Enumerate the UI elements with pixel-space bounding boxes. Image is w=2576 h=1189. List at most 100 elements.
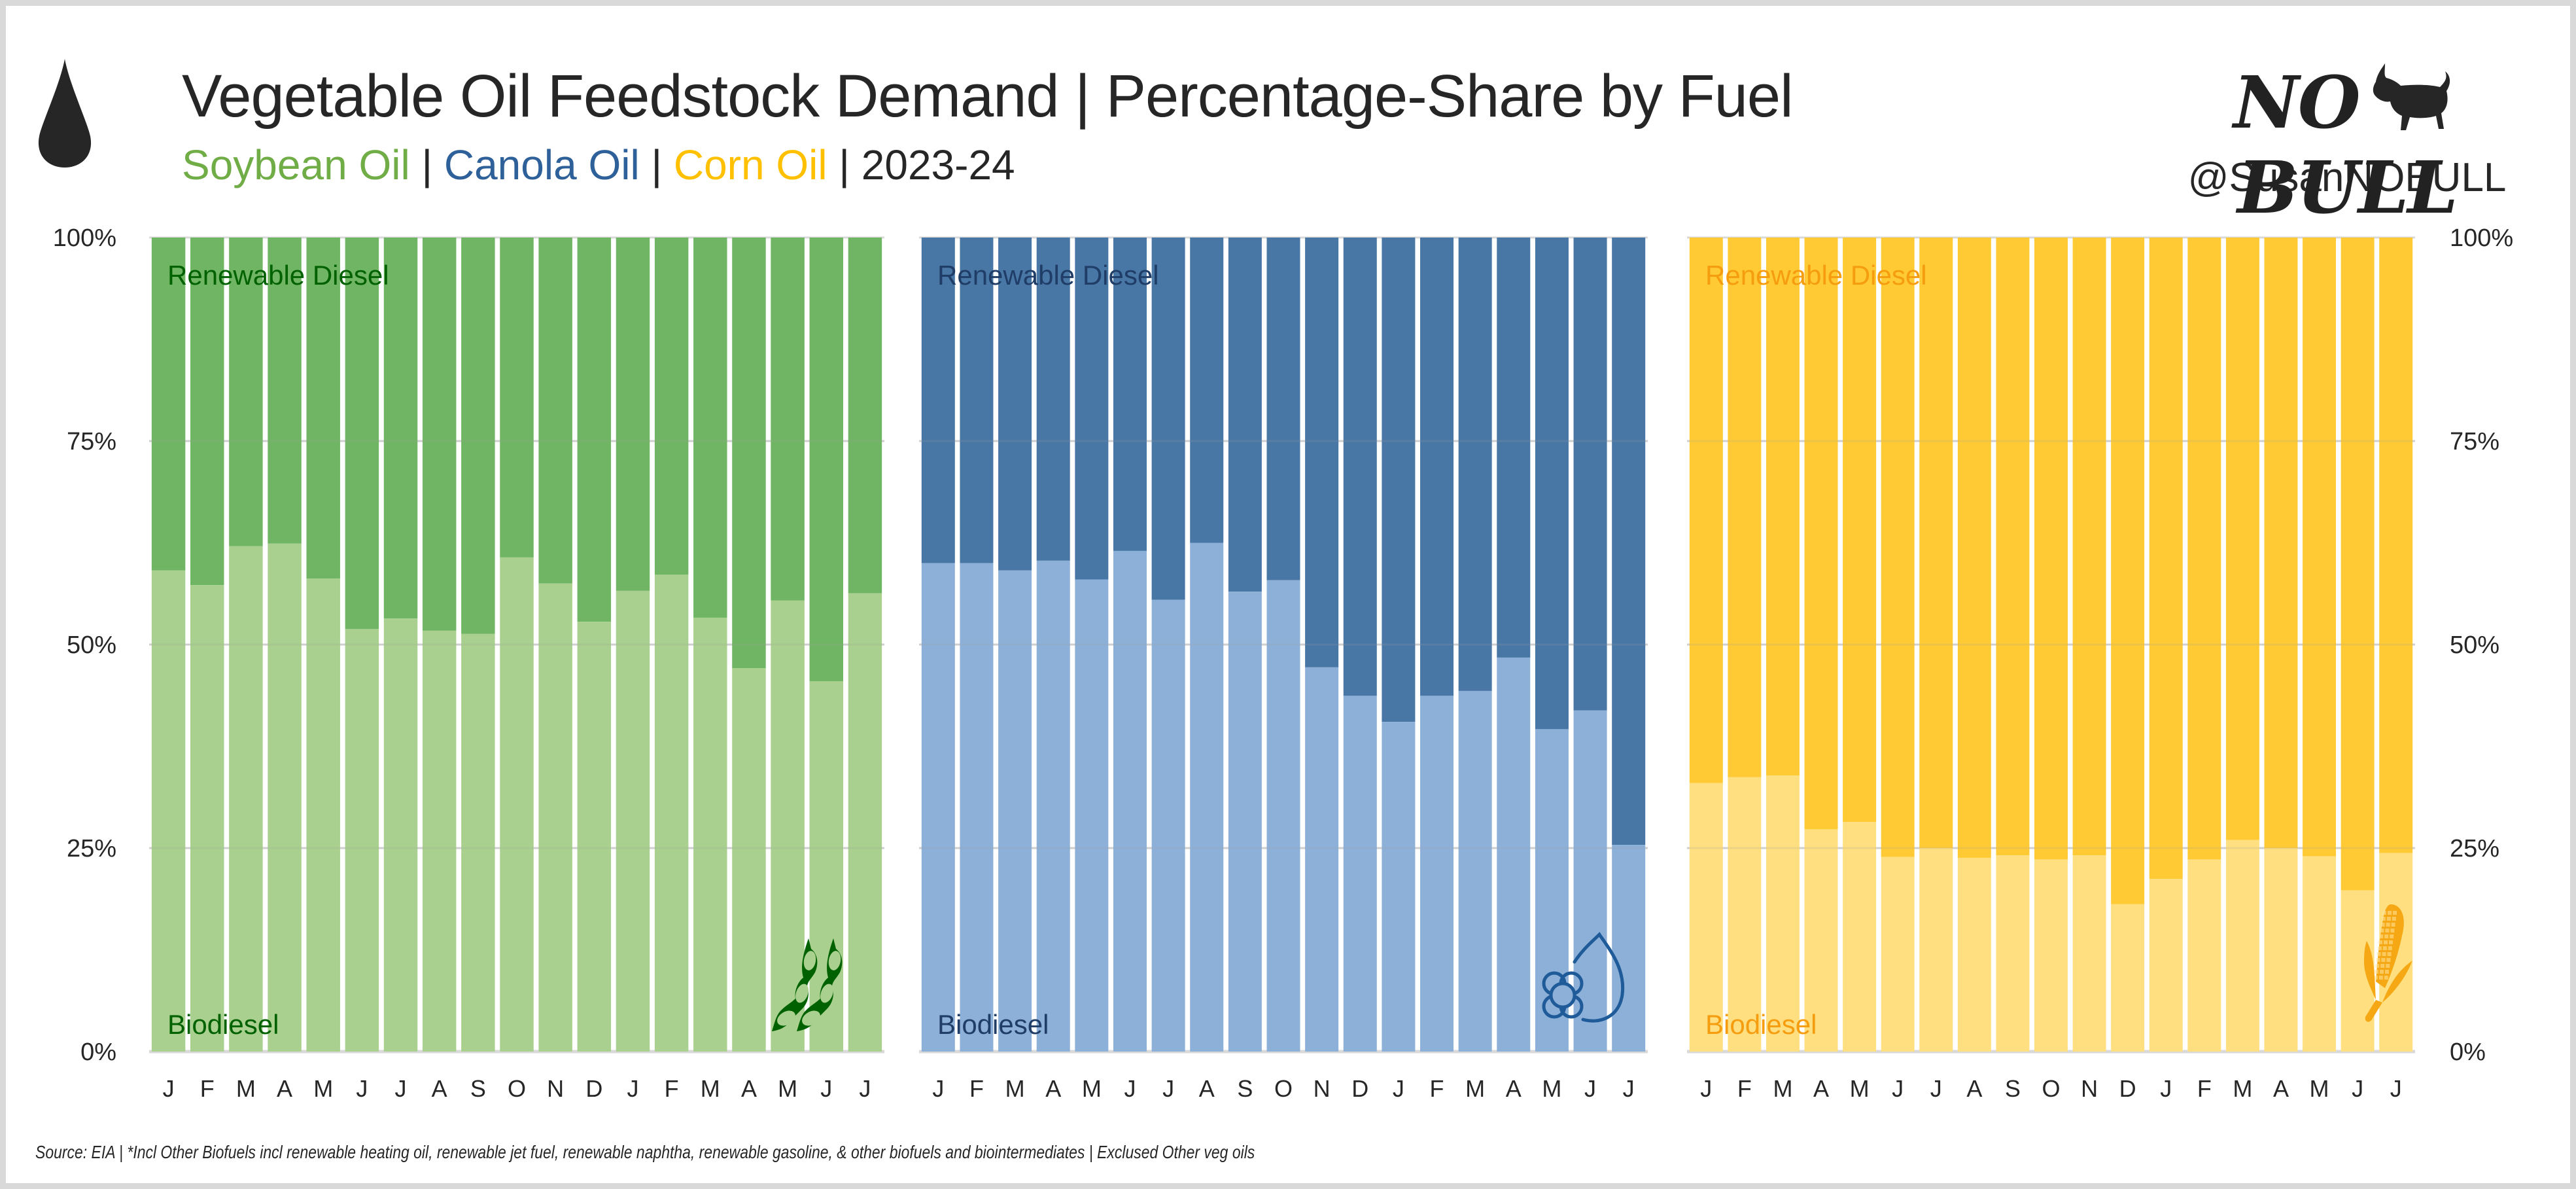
month-tick-label: J <box>932 1075 944 1102</box>
month-tick-label: A <box>432 1075 447 1102</box>
bar-biodiesel <box>500 557 534 1052</box>
y-tick-label: 0% <box>80 1038 116 1066</box>
bar-biodiesel <box>1228 592 1262 1052</box>
y-tick-label: 100% <box>2450 224 2513 252</box>
month-tick-label: S <box>470 1075 486 1102</box>
y-tick-label: 25% <box>2450 835 2499 862</box>
y-tick-label: 50% <box>67 631 116 659</box>
y-tick-label: 75% <box>67 428 116 455</box>
canola-drop-icon <box>1542 932 1625 1023</box>
month-tick-label: J <box>2160 1075 2172 1102</box>
bar-biodiesel <box>306 578 340 1052</box>
bar-renewable-diesel <box>2303 238 2337 857</box>
month-tick-label: D <box>2119 1075 2136 1102</box>
subtitle-part: | <box>409 141 444 188</box>
month-tick-label: J <box>1623 1075 1635 1102</box>
bar-renewable-diesel <box>383 238 418 619</box>
bar-biodiesel <box>190 585 224 1052</box>
bar-renewable-diesel <box>1728 238 1762 777</box>
bar-renewable-diesel <box>960 238 994 563</box>
bar-renewable-diesel <box>1420 238 1454 696</box>
month-tick-label: F <box>1737 1075 1752 1102</box>
series-label-biodiesel: Biodiesel <box>167 1009 279 1040</box>
brand-logo-no: NO <box>2233 60 2360 145</box>
month-tick-label: J <box>1700 1075 1712 1102</box>
month-tick-label: F <box>969 1075 984 1102</box>
month-tick-label: J <box>356 1075 368 1102</box>
bar-renewable-diesel <box>693 238 727 618</box>
month-tick-label: J <box>1892 1075 1904 1102</box>
bar-biodiesel <box>654 575 689 1052</box>
bar-biodiesel <box>1266 580 1300 1052</box>
bar-renewable-diesel <box>1305 238 1339 667</box>
month-tick-label: N <box>2081 1075 2098 1102</box>
bar-renewable-diesel <box>809 238 843 681</box>
bar-renewable-diesel <box>268 238 302 544</box>
bar-biodiesel <box>1843 822 1877 1052</box>
brand-handle: @SusanNOBULL <box>2187 155 2507 200</box>
bar-renewable-diesel <box>771 238 805 601</box>
month-tick-label: J <box>1393 1075 1404 1102</box>
bar-biodiesel <box>1343 696 1377 1052</box>
bar-biodiesel <box>1190 542 1224 1052</box>
bar-biodiesel <box>1612 845 1646 1052</box>
month-tick-label: A <box>1966 1075 1982 1102</box>
bar-biodiesel <box>1996 855 2030 1052</box>
oil-drop-icon <box>38 59 92 168</box>
subtitle-part: Corn Oil <box>673 141 827 188</box>
bar-renewable-diesel <box>1228 238 1262 592</box>
bar-renewable-diesel <box>1996 238 2030 856</box>
month-tick-label: A <box>1045 1075 1061 1102</box>
bar-renewable-diesel <box>1573 238 1607 711</box>
bar-renewable-diesel <box>306 238 340 579</box>
bar-renewable-diesel <box>1190 238 1224 543</box>
brand-block: NO BULL @SusanNOBULL <box>2177 60 2517 230</box>
bar-renewable-diesel <box>2034 238 2068 860</box>
chart-title: Vegetable Oil Feedstock Demand | Percent… <box>182 63 1794 130</box>
bar-renewable-diesel <box>1957 238 1991 858</box>
bar-renewable-diesel <box>151 238 186 571</box>
bar-biodiesel <box>2187 859 2221 1052</box>
bar-renewable-diesel <box>616 238 650 591</box>
bar-renewable-diesel <box>998 238 1032 571</box>
series-label-biodiesel: Biodiesel <box>1705 1009 1817 1040</box>
month-tick-label: O <box>508 1075 526 1102</box>
month-tick-label: M <box>1850 1075 1870 1102</box>
bar-biodiesel <box>771 600 805 1052</box>
month-tick-label: M <box>1465 1075 1485 1102</box>
month-tick-label: N <box>547 1075 564 1102</box>
bar-renewable-diesel <box>1075 238 1109 580</box>
month-tick-label: D <box>585 1075 602 1102</box>
bar-biodiesel <box>1458 690 1492 1052</box>
subtitle-part: | <box>639 141 674 188</box>
bar-biodiesel <box>998 570 1032 1052</box>
bar-renewable-diesel <box>2187 238 2221 860</box>
bar-biodiesel <box>1036 560 1070 1052</box>
bar-renewable-diesel <box>345 238 379 630</box>
month-tick-label: N <box>1314 1075 1331 1102</box>
bar-renewable-diesel <box>1382 238 1416 722</box>
bar-renewable-diesel <box>1843 238 1877 823</box>
bar-biodiesel <box>1420 696 1454 1052</box>
bar-renewable-diesel <box>2149 238 2183 879</box>
bar-biodiesel <box>461 633 495 1052</box>
bar-renewable-diesel <box>1766 238 1800 776</box>
bar-biodiesel <box>848 593 882 1052</box>
bar-renewable-diesel <box>1458 238 1492 691</box>
bar-renewable-diesel <box>2111 238 2145 904</box>
bar-biodiesel <box>1881 857 1915 1052</box>
month-tick-label: J <box>1124 1075 1136 1102</box>
bar-renewable-diesel <box>461 238 495 634</box>
month-tick-label: M <box>778 1075 797 1102</box>
bar-renewable-diesel <box>1919 238 1953 848</box>
bar-renewable-diesel <box>1804 238 1838 830</box>
bar-biodiesel <box>422 630 457 1052</box>
brand-logo-bull: BULL <box>2237 145 2458 230</box>
bar-biodiesel <box>1305 667 1339 1052</box>
month-tick-label: F <box>665 1075 679 1102</box>
bar-biodiesel <box>2303 856 2337 1052</box>
month-tick-label: J <box>1584 1075 1596 1102</box>
subtitle-part: Canola Oil <box>444 141 640 188</box>
bar-renewable-diesel <box>732 238 766 669</box>
